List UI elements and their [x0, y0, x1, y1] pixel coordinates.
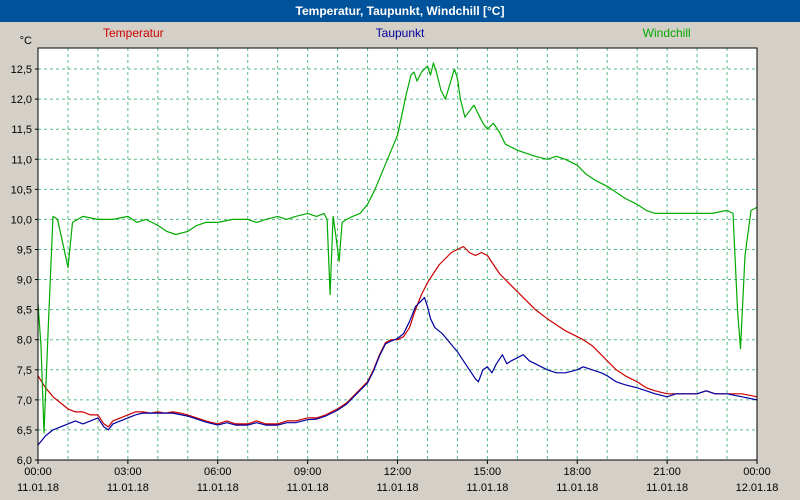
legend-taupunkt: Taupunkt [375, 26, 425, 40]
x-tick-time: 15:00 [474, 466, 502, 478]
x-tick-time: 03:00 [114, 466, 142, 478]
x-tick-time: 00:00 [24, 466, 52, 478]
y-tick-label: 11,0 [11, 154, 32, 166]
x-tick-date: 12.01.18 [736, 482, 779, 494]
y-tick-label: 10,0 [11, 214, 32, 226]
y-tick-label: 6,0 [17, 455, 32, 467]
x-tick-date: 11.01.18 [556, 482, 598, 494]
legend-windchill: Windchill [642, 26, 691, 40]
y-tick-label: 11,5 [11, 124, 32, 136]
y-tick-label: 8,0 [17, 335, 32, 347]
y-tick-label: 10,5 [11, 184, 32, 196]
x-tick-date: 11.01.18 [376, 482, 418, 494]
chart-legend: Temperatur Taupunkt Windchill [0, 22, 800, 44]
x-tick-time: 00:00 [743, 466, 771, 478]
y-tick-label: 7,5 [17, 365, 32, 377]
x-tick-date: 11.01.18 [107, 482, 149, 494]
x-tick-time: 06:00 [204, 466, 232, 478]
y-tick-label: 12,0 [11, 94, 32, 106]
y-tick-label: 6,5 [17, 425, 32, 437]
y-tick-label: 9,5 [17, 244, 32, 256]
x-tick-date: 11.01.18 [466, 482, 508, 494]
x-tick-date: 11.01.18 [646, 482, 688, 494]
x-tick-time: 12:00 [384, 466, 412, 478]
x-tick-date: 11.01.18 [287, 482, 329, 494]
plot-border [37, 47, 758, 461]
x-tick-time: 21:00 [653, 466, 681, 478]
x-axis: 00:00 11.01.18 03:00 11.01.18 06:00 11.01.18 0… [17, 460, 778, 494]
y-tick-label: 8,5 [17, 305, 32, 317]
series-taupunkt [37, 297, 758, 446]
series-windchill [37, 62, 758, 434]
y-tick-label: 9,0 [17, 275, 32, 287]
x-tick-time: 09:00 [294, 466, 322, 478]
window-title-bar: Temperatur, Taupunkt, Windchill [°C] [0, 0, 800, 22]
y-axis-unit: °C [20, 35, 32, 47]
y-tick-label: 7,0 [17, 395, 32, 407]
x-tick-time: 18:00 [563, 466, 591, 478]
y-axis: 6,0 6,5 7,0 7,5 8,0 8,5 9,0 9,5 10,0 10,5 11,0 11,5… [11, 35, 38, 467]
y-tick-label: 12,5 [11, 64, 32, 76]
x-tick-date: 11.01.18 [17, 482, 59, 494]
page-title: Temperatur, Taupunkt, Windchill [°C] [295, 4, 505, 18]
legend-temperatur: Temperatur [102, 26, 164, 40]
x-tick-date: 11.01.18 [197, 482, 239, 494]
